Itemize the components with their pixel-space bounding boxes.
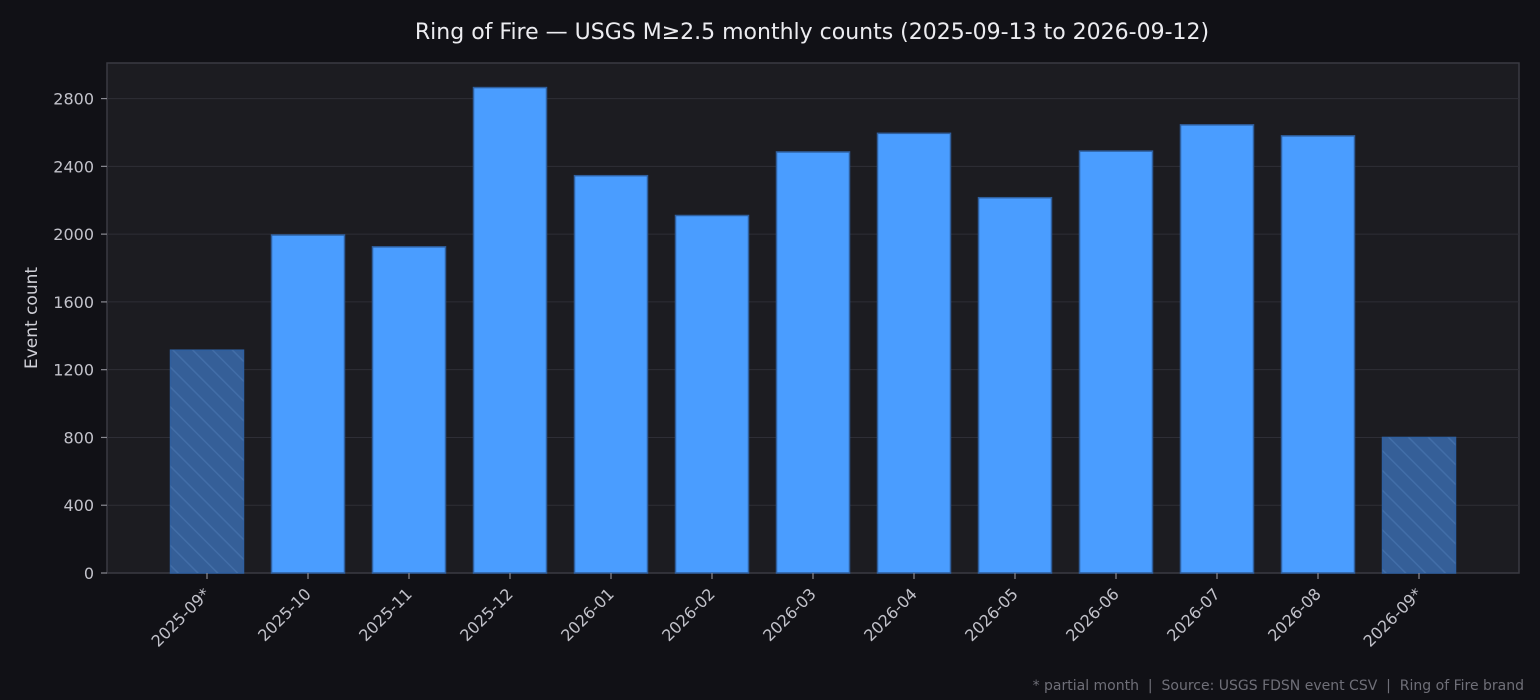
bar [270,234,346,574]
x-tick-label: 2026-08 [1264,584,1325,645]
bars [169,86,1457,574]
y-tick-label: 2800 [53,90,94,109]
x-tick-label: 2026-07 [1163,584,1224,645]
bar [1179,124,1255,574]
x-tick-label: 2026-01 [557,584,618,645]
x-tick-label: 2026-09* [1359,584,1425,650]
bar [775,151,851,574]
bar-hatch [170,350,244,573]
x-tick-label: 2026-05 [961,584,1022,645]
footer-note: * partial month | Source: USGS FDSN even… [1033,678,1524,694]
x-tick-label: 2025-11 [355,584,416,645]
chart-title: Ring of Fire — USGS M≥2.5 monthly counts… [415,20,1209,45]
bar [977,196,1053,574]
y-tick-label: 400 [63,496,94,515]
x-tick-label: 2026-04 [860,584,921,645]
x-axis: 2025-09* 2025-10 2025-11 2025-12 2026-01 2026… [147,573,1426,651]
bar [472,86,548,574]
y-tick-label: 0 [84,564,94,583]
y-tick-label: 800 [63,428,94,447]
x-tick-label: 2025-09* [147,584,213,650]
bar [371,246,447,574]
x-tick-label: 2025-12 [456,584,517,645]
y-tick-label: 2000 [53,225,94,244]
x-tick-label: 2026-06 [1062,584,1123,645]
x-tick-label: 2026-03 [759,584,820,645]
bar [1280,135,1356,574]
y-tick-label: 1200 [53,361,94,380]
bar [876,132,952,574]
y-tick-label: 1600 [53,293,94,312]
x-tick-label: 2025-10 [254,584,315,645]
y-axis-label: Event count [22,267,42,369]
y-tick-label: 2400 [53,157,94,176]
x-tick-label: 2026-02 [658,584,719,645]
y-axis: 0 400 800 1200 1600 2000 2400 2800 [53,90,107,583]
bar-hatch [1382,437,1456,573]
bar [573,174,649,574]
bar [1078,150,1154,574]
bar [674,214,750,574]
